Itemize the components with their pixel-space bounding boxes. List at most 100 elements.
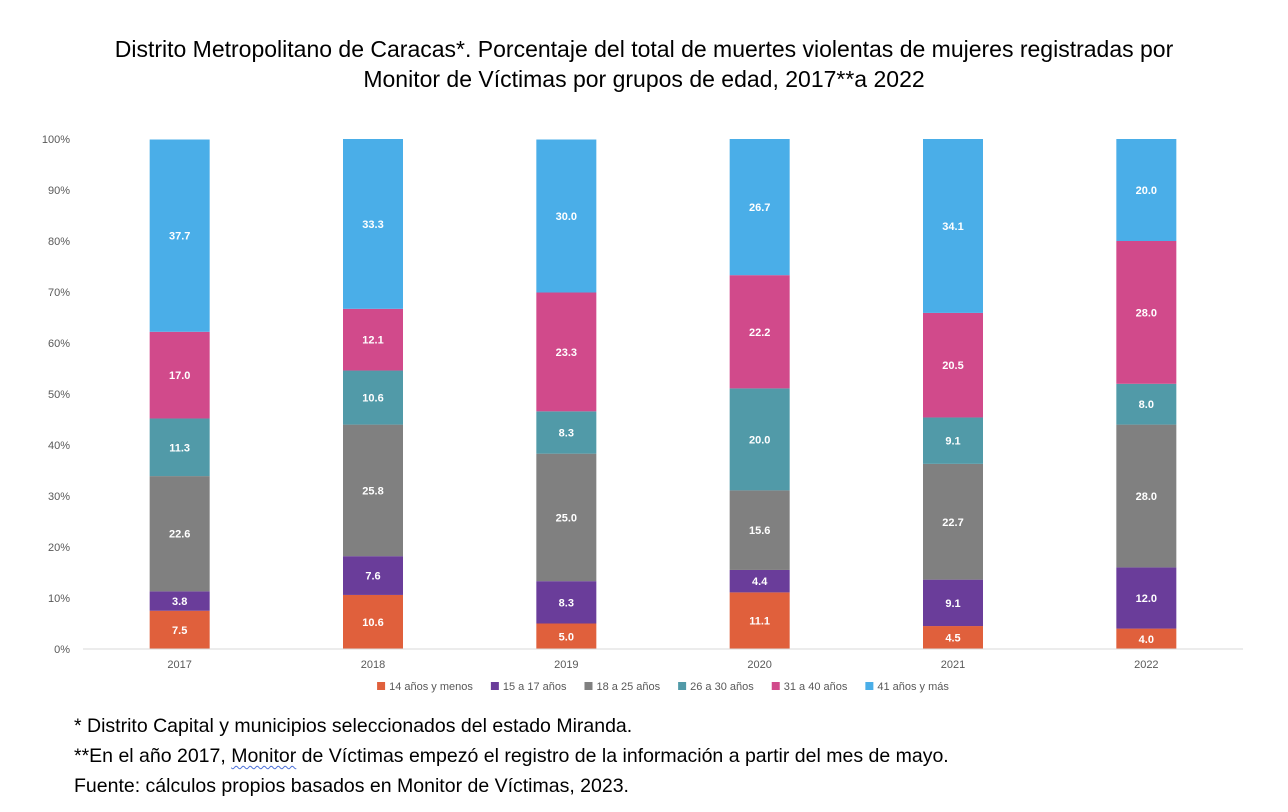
data-label: 7.5: [172, 625, 187, 637]
bar-segment: [923, 579, 983, 627]
data-label: 9.1: [945, 436, 960, 448]
bar-segment: [343, 424, 403, 557]
data-label: 28.0: [1136, 307, 1157, 319]
bar-stack-2020: 11.1 4.4 15.6 20.0 22.2 26.7: [729, 139, 790, 649]
bar-segment: [149, 331, 210, 419]
bar-segment: [343, 370, 403, 425]
data-label: 5.0: [559, 631, 574, 643]
data-label: 11.1: [749, 616, 770, 628]
y-tick-label: 90%: [48, 185, 70, 197]
legend-label: 41 años y más: [877, 681, 949, 693]
legend-item: 15 a 17 años: [490, 681, 567, 693]
data-label: 30.0: [556, 211, 577, 223]
bar-segment: [536, 292, 597, 412]
bar-segment: [149, 591, 210, 611]
data-label: 20.0: [749, 434, 770, 446]
bar-segment: [149, 476, 210, 592]
bar-segment: [149, 418, 210, 477]
legend-item: 41 años y más: [865, 681, 949, 693]
legend-label: 18 a 25 años: [596, 681, 660, 693]
bar-segment: [1116, 383, 1177, 425]
bar-segment: [1116, 567, 1177, 629]
data-label: 25.8: [362, 485, 383, 497]
legend-swatch: [865, 682, 874, 690]
legend-item: 18 a 25 años: [584, 681, 661, 693]
footnote-1: * Distrito Capital y municipios seleccio…: [74, 715, 633, 737]
x-tick-label: 2018: [361, 659, 385, 671]
data-label: 26.7: [749, 202, 770, 214]
data-label: 23.3: [556, 347, 577, 359]
bar-segment: [923, 312, 983, 418]
data-label: 8.3: [559, 428, 574, 440]
legend-item: 14 años y menos: [377, 681, 473, 693]
bars: 7.5 3.8 22.6 11.3 17.0 37.7 10.6 7.6 25.8 10.6 12.…: [149, 139, 1177, 649]
bar-segment: [149, 139, 210, 332]
y-tick-label: 0%: [54, 644, 70, 656]
data-label: 22.6: [169, 529, 190, 541]
spellcheck-flagged-word: Monitor: [231, 745, 297, 767]
data-label: 33.3: [362, 219, 383, 231]
y-tick-label: 100%: [42, 134, 70, 146]
legend-swatch: [771, 682, 780, 690]
footnote-2-start: **En el año 2017,: [74, 745, 232, 767]
bar-segment: [343, 556, 403, 595]
bar-segment: [729, 139, 790, 276]
legend-swatch: [678, 682, 687, 690]
bar-segment: [923, 417, 983, 464]
footnote-2-end: de Víctimas empezó el registro de la inf…: [296, 745, 949, 767]
data-label: 28.0: [1136, 491, 1157, 503]
legend-label: 26 a 30 años: [690, 681, 754, 693]
bar-segment: [343, 139, 403, 309]
data-label: 34.1: [942, 221, 963, 233]
bar-stack-2018: 10.6 7.6 25.8 10.6 12.1 33.3: [343, 139, 403, 649]
bar-stack-2019: 5.0 8.3 25.0 8.3 23.3 30.0: [536, 139, 597, 649]
x-tick-label: 2017: [167, 659, 191, 671]
legend-item: 26 a 30 años: [678, 681, 754, 693]
footnote-2: **En el año 2017, Monitor de Víctimas em…: [74, 741, 949, 771]
data-label: 15.6: [749, 525, 770, 537]
y-tick-label: 10%: [48, 593, 70, 605]
y-axis: 0% 10% 20% 30% 40% 50% 60% 70% 80% 90% 100%: [42, 134, 70, 656]
x-tick-label: 2021: [941, 659, 965, 671]
bar-segment: [729, 388, 790, 491]
data-label: 9.1: [945, 598, 960, 610]
y-tick-label: 50%: [48, 389, 70, 401]
data-label: 12.1: [362, 335, 383, 347]
data-label: 22.2: [749, 327, 770, 339]
legend-item: 31 a 40 años: [771, 681, 848, 693]
bar-segment: [1116, 139, 1177, 241]
data-label: 20.5: [942, 360, 963, 372]
bar-segment: [923, 139, 983, 313]
data-label: 4.0: [1139, 634, 1154, 646]
bar-segment: [729, 569, 790, 593]
bar-segment: [1116, 424, 1177, 568]
legend-swatch: [490, 682, 499, 690]
data-label: 10.6: [362, 617, 383, 629]
bar-segment: [536, 623, 597, 649]
x-tick-label: 2020: [747, 659, 771, 671]
chart-title-line-1: Distrito Metropolitano de Caracas*. Porc…: [114, 36, 1174, 62]
chart-title: Distrito Metropolitano de Caracas*. Porc…: [0, 34, 1288, 94]
data-label: 37.7: [169, 231, 190, 243]
y-tick-label: 80%: [48, 236, 70, 248]
data-label: 10.6: [362, 393, 383, 405]
data-label: 7.6: [365, 571, 380, 583]
y-tick-label: 60%: [48, 338, 70, 350]
bar-stack-2022: 4.0 12.0 28.0 8.0 28.0 20.0: [1116, 139, 1177, 649]
data-label: 8.3: [559, 597, 574, 609]
bar-segment: [1116, 241, 1177, 384]
legend-swatch: [584, 682, 593, 690]
legend-swatch: [377, 682, 386, 690]
bar-segment: [1116, 628, 1177, 649]
legend-label: 15 a 17 años: [503, 681, 567, 693]
legend: 14 años y menos 15 a 17 años 18 a 25 años 2…: [377, 681, 949, 693]
bar-segment: [729, 275, 790, 389]
bar-segment: [536, 411, 597, 454]
bar-segment: [729, 490, 790, 570]
legend-label: 14 años y menos: [389, 681, 473, 693]
y-tick-label: 30%: [48, 491, 70, 503]
data-label: 20.0: [1136, 185, 1157, 197]
bar-stack-2021: 4.5 9.1 22.7 9.1 20.5 34.1: [923, 139, 983, 649]
bar-stack-2017: 7.5 3.8 22.6 11.3 17.0 37.7: [149, 139, 210, 649]
